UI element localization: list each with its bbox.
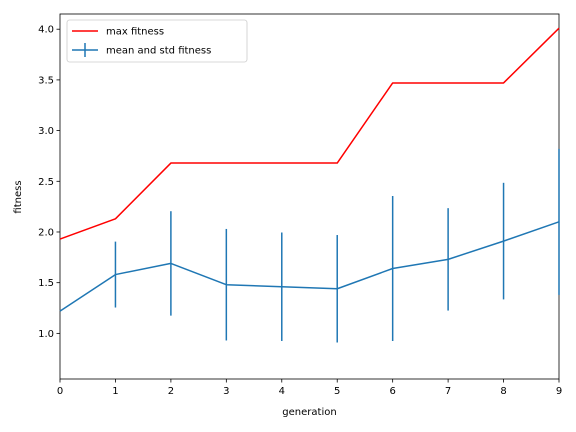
- y-tick-label: 1.0: [38, 329, 54, 340]
- y-tick-label: 2.5: [38, 177, 54, 188]
- plot-border: [60, 14, 559, 379]
- series-layer: [60, 28, 559, 342]
- y-axis-label: fitness: [13, 180, 24, 213]
- x-tick-label: 7: [445, 386, 451, 397]
- legend-label-1: mean and std fitness: [106, 46, 211, 57]
- legend-label-0: max fitness: [106, 27, 164, 38]
- x-tick-label: 9: [556, 386, 562, 397]
- y-tick-label: 3.0: [38, 126, 54, 137]
- x-tick-label: 5: [334, 386, 340, 397]
- y-tick-label: 3.5: [38, 75, 54, 86]
- x-axis-ticks: 0 1 2 3 4 5 6 7 8 9: [57, 379, 562, 397]
- axes-frame: [60, 14, 559, 379]
- legend: max fitness mean and std fitness: [67, 20, 247, 62]
- x-tick-label: 1: [112, 386, 118, 397]
- y-axis-ticks: 1.0 1.5 2.0 2.5 3.0 3.5 4.0: [38, 25, 60, 340]
- x-tick-label: 6: [389, 386, 395, 397]
- y-tick-label: 2.0: [38, 227, 54, 238]
- x-tick-label: 0: [57, 386, 63, 397]
- x-tick-label: 4: [279, 386, 285, 397]
- x-tick-label: 8: [500, 386, 506, 397]
- y-tick-label: 1.5: [38, 278, 54, 289]
- x-tick-label: 2: [168, 386, 174, 397]
- series-line-1: [60, 222, 559, 311]
- x-tick-label: 3: [223, 386, 229, 397]
- x-axis-label: generation: [282, 407, 336, 418]
- y-tick-label: 4.0: [38, 25, 54, 36]
